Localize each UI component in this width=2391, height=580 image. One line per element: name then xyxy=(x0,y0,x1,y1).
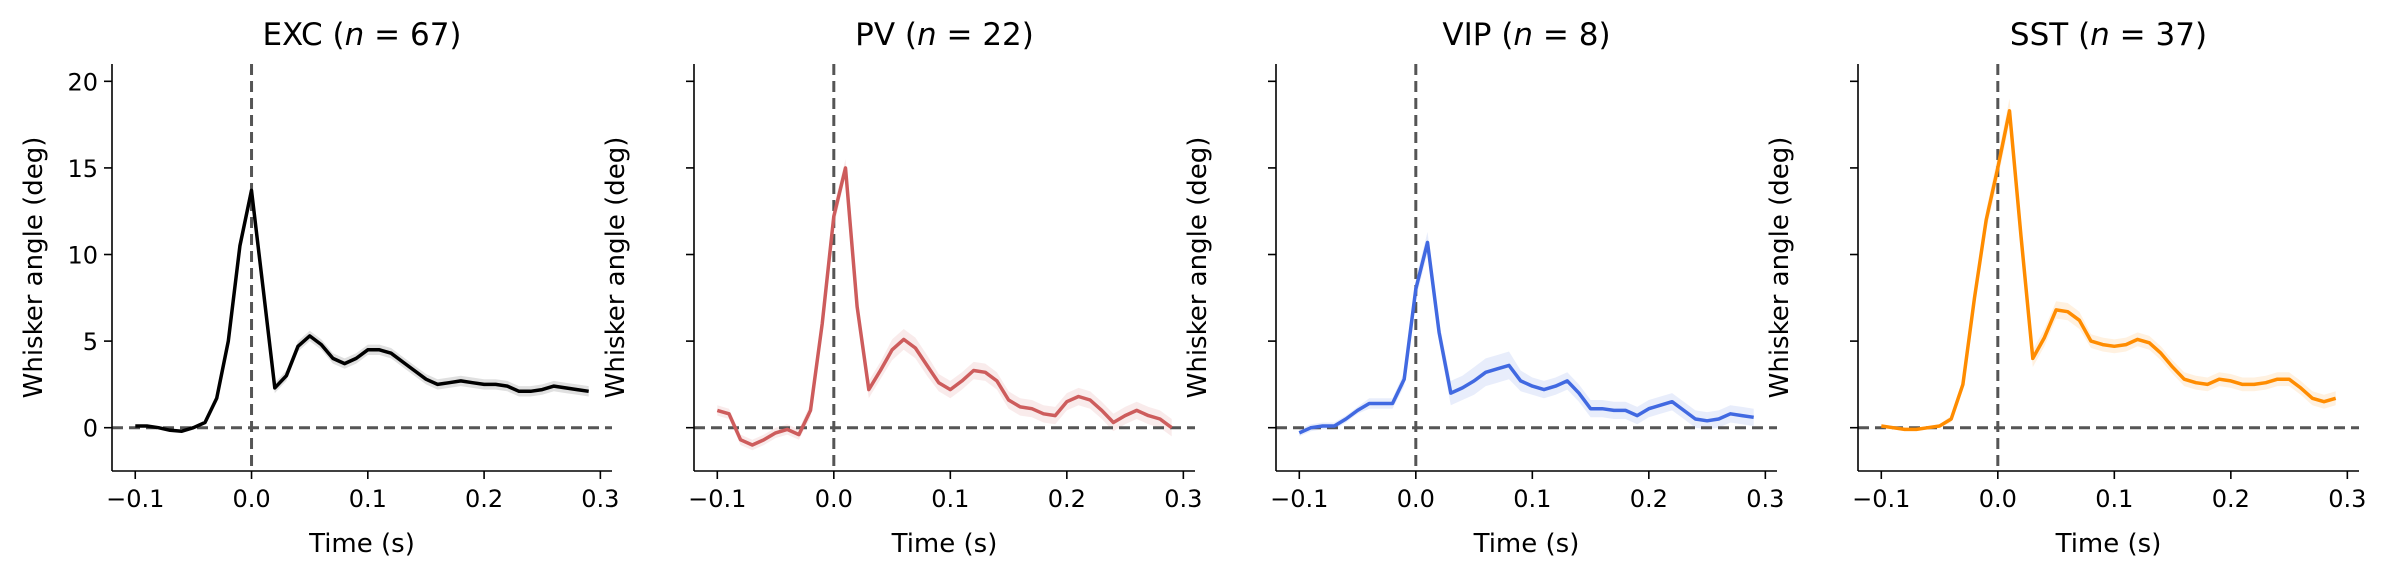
y-axis-label: Whisker angle (deg) xyxy=(1765,137,1795,399)
panel-title: SST (n = 37) xyxy=(2010,17,2207,53)
x-axis-label: Time (s) xyxy=(308,529,415,559)
title-main: SST ( xyxy=(2010,17,2090,53)
x-tick-label: 0.0 xyxy=(1979,485,2017,513)
x-tick-label: 0.2 xyxy=(1048,485,1086,513)
error-band xyxy=(135,181,589,432)
y-axis-label: Whisker angle (deg) xyxy=(601,137,631,399)
y-tick-label: 0 xyxy=(83,415,98,443)
x-tick-label: 0.0 xyxy=(232,485,270,513)
x-tick-label: 0.0 xyxy=(1397,485,1435,513)
x-tick-label: −0.1 xyxy=(1852,485,1910,513)
title-n: n xyxy=(1513,17,1533,53)
x-tick-label: 0.1 xyxy=(349,485,387,513)
title-count: = 67) xyxy=(364,17,461,53)
title-n: n xyxy=(2090,17,2110,53)
title-n: n xyxy=(917,17,937,53)
y-tick-label: 15 xyxy=(67,155,98,183)
x-axis-label: Time (s) xyxy=(891,529,998,559)
panel-3: −0.1 0.0 0.1 0.2 0.3 Time (s) Whisker angle (d… xyxy=(1765,17,2366,559)
y-tick-label: 20 xyxy=(67,68,98,96)
title-count: = 37) xyxy=(2110,17,2207,53)
y-tick-label: 10 xyxy=(67,242,98,270)
title-count: = 22) xyxy=(937,17,1034,53)
series-line xyxy=(1881,109,2337,432)
title-count: = 8) xyxy=(1533,17,1611,53)
series-line xyxy=(1298,240,1754,435)
x-tick-label: 0.3 xyxy=(1164,485,1202,513)
title-main: VIP ( xyxy=(1442,17,1513,53)
x-tick-label: 0.3 xyxy=(581,485,619,513)
series-line xyxy=(135,188,589,433)
panel-1: −0.1 0.0 0.1 0.2 0.3 Time (s) Whisker angle (d… xyxy=(601,17,1202,559)
x-axis-label: Time (s) xyxy=(1473,529,1580,559)
panel-title: VIP (n = 8) xyxy=(1442,17,1610,53)
y-tick-label: 5 xyxy=(83,328,98,356)
title-main: EXC ( xyxy=(262,17,344,53)
error-band xyxy=(1299,232,1754,437)
x-tick-label: 0.1 xyxy=(931,485,969,513)
x-tick-label: 0.3 xyxy=(2328,485,2366,513)
x-axis-label: Time (s) xyxy=(2055,529,2162,559)
x-tick-label: 0.2 xyxy=(1630,485,1668,513)
panel-0: −0.1 0.0 0.1 0.2 0.3 0 5 10 15 20 Time (s) Whisker … xyxy=(19,17,619,559)
x-tick-label: −0.1 xyxy=(1270,485,1328,513)
y-axis-label: Whisker angle (deg) xyxy=(1183,137,1213,399)
y-axis-label: Whisker angle (deg) xyxy=(19,137,49,399)
title-n: n xyxy=(345,17,365,53)
x-tick-label: −0.1 xyxy=(688,485,746,513)
x-tick-label: 0.1 xyxy=(2095,485,2133,513)
panel-title: PV (n = 22) xyxy=(855,17,1034,53)
panel-2: −0.1 0.0 0.1 0.2 0.3 Time (s) Whisker angle (d… xyxy=(1183,17,1784,559)
x-tick-label: 0.0 xyxy=(815,485,853,513)
panel-title: EXC (n = 67) xyxy=(262,17,461,53)
series-line xyxy=(716,166,1173,447)
title-main: PV ( xyxy=(855,17,917,53)
x-tick-label: −0.1 xyxy=(106,485,164,513)
error-band xyxy=(717,159,1172,451)
x-tick-label: 0.2 xyxy=(2212,485,2250,513)
x-tick-label: 0.1 xyxy=(1513,485,1551,513)
x-tick-label: 0.2 xyxy=(465,485,503,513)
x-tick-label: 0.3 xyxy=(1746,485,1784,513)
